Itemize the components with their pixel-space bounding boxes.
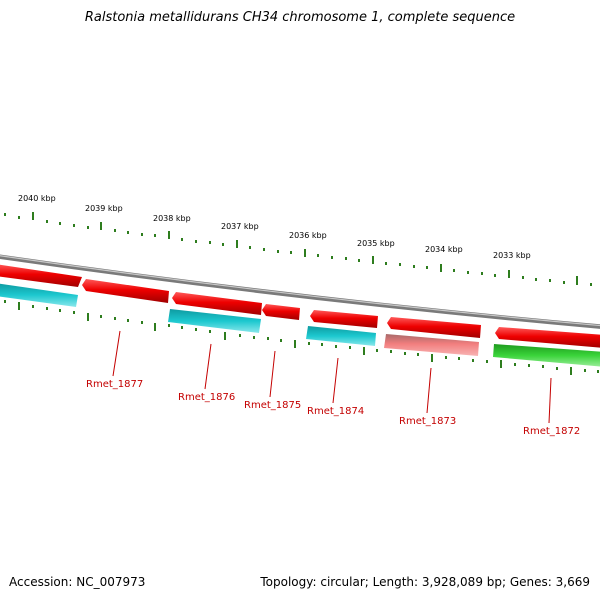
- tick-label: 2039 kbp: [85, 204, 123, 213]
- gene-labels: Rmet_1877 Rmet_1876 Rmet_1875 Rmet_1874 …: [86, 379, 580, 437]
- map-title: Ralstonia metallidurans CH34 chromosome …: [84, 10, 516, 25]
- gene-feature[interactable]: [493, 344, 600, 367]
- inner-tick-ring: [4, 300, 599, 375]
- sequence-summary: Topology: circular; Length: 3,928,089 bp…: [260, 575, 590, 589]
- gene-feature[interactable]: [0, 283, 78, 307]
- accession-text: Accession: NC_007973: [9, 575, 146, 589]
- chromosome-backbone: [0, 254, 600, 329]
- gene-feature[interactable]: [306, 326, 376, 346]
- tick-label: 2036 kbp: [289, 231, 327, 240]
- gene-feature[interactable]: [495, 327, 600, 348]
- forward-strand-features: [0, 264, 600, 348]
- gene-feature[interactable]: [82, 279, 169, 303]
- outer-tick-ring: [4, 212, 592, 286]
- gene-feature[interactable]: [384, 334, 479, 356]
- gene-feature[interactable]: [310, 310, 378, 328]
- gene-label-rmet-1876[interactable]: Rmet_1876: [178, 392, 235, 403]
- gene-feature[interactable]: [0, 264, 82, 287]
- tick-label: 2038 kbp: [153, 214, 191, 223]
- tick-label: 2034 kbp: [425, 245, 463, 254]
- tick-labels: 2040 kbp 2039 kbp 2038 kbp 2037 kbp 2036…: [18, 194, 531, 260]
- gene-label-rmet-1875[interactable]: Rmet_1875: [244, 400, 301, 411]
- gene-feature[interactable]: [387, 317, 481, 338]
- tick-label: 2040 kbp: [18, 194, 56, 203]
- reverse-strand-features: [0, 283, 600, 367]
- gene-feature[interactable]: [168, 309, 261, 333]
- tick-label: 2033 kbp: [493, 251, 531, 260]
- gene-feature[interactable]: [172, 292, 262, 315]
- gene-label-rmet-1873[interactable]: Rmet_1873: [399, 416, 456, 427]
- gene-label-rmet-1872[interactable]: Rmet_1872: [523, 426, 580, 437]
- gene-label-rmet-1874[interactable]: Rmet_1874: [307, 406, 364, 417]
- tick-label: 2035 kbp: [357, 239, 395, 248]
- gene-label-rmet-1877[interactable]: Rmet_1877: [86, 379, 143, 390]
- tick-label: 2037 kbp: [221, 222, 259, 231]
- gene-feature[interactable]: [262, 304, 300, 320]
- gene-label-leaders: [112, 330, 552, 424]
